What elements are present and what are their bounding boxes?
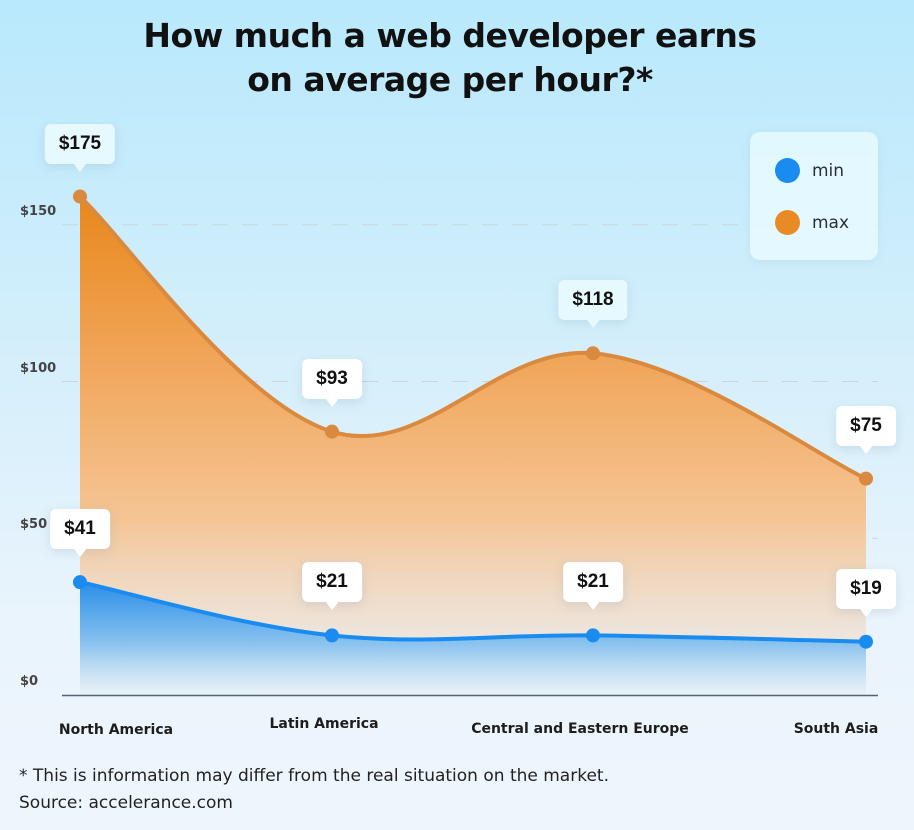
- max-point-2: [586, 346, 600, 361]
- min-value-text-1: $21: [316, 571, 348, 593]
- callout-pointer: [858, 607, 873, 617]
- min-value-label-0: $41: [50, 509, 110, 558]
- x-category-label-3: South Asia: [793, 721, 879, 737]
- max-point-3: [859, 471, 873, 486]
- legend-item-min: min: [775, 158, 844, 183]
- chart-title: How much a web developer earns on averag…: [0, 14, 900, 102]
- max-point-0: [73, 189, 87, 204]
- y-tick-label-100: $100: [20, 360, 57, 376]
- chart-title-line-2: on average per hour?*: [247, 60, 653, 99]
- min-value-text-0: $41: [64, 518, 96, 540]
- callout-pointer: [73, 162, 87, 172]
- min-point-2: [586, 628, 600, 643]
- min-value-label-3: $19: [836, 568, 896, 617]
- max-value-label-3: $75: [836, 405, 896, 454]
- disclaimer-note: * This is information may differ from th…: [19, 766, 609, 786]
- legend-item-max: max: [775, 210, 849, 235]
- legend-swatch-min: [775, 158, 800, 183]
- max-value-label-0: $175: [44, 123, 116, 172]
- max-value-text-1: $93: [316, 367, 348, 389]
- legend-label-max: max: [812, 212, 850, 233]
- callout-pointer: [585, 319, 600, 329]
- min-series-line: [79, 580, 867, 644]
- x-category-label-0: North America: [58, 722, 174, 738]
- y-tick-label-0: $0: [20, 674, 39, 689]
- max-value-text-3: $75: [850, 414, 882, 436]
- callout-pointer: [324, 397, 339, 407]
- x-category-label-1: Latin America: [269, 716, 379, 732]
- min-value-label-2: $21: [563, 562, 623, 611]
- min-value-text-2: $21: [577, 571, 609, 593]
- y-tick-label-50: $50: [20, 517, 48, 533]
- min-point-0: [73, 575, 87, 590]
- legend-label-min: min: [812, 160, 845, 181]
- max-value-label-2: $118: [558, 280, 628, 329]
- legend: min max: [750, 132, 878, 260]
- source-note: Source: accelerance.com: [19, 793, 233, 813]
- chart-title-line-1: How much a web developer earns: [143, 16, 757, 55]
- callout-pointer: [324, 601, 339, 611]
- min-value-text-3: $19: [850, 577, 882, 599]
- callout-pointer: [72, 548, 87, 558]
- legend-swatch-max: [775, 210, 800, 235]
- max-value-text-0: $175: [58, 132, 102, 154]
- max-series-area: [80, 196, 866, 695]
- min-point-3: [859, 634, 873, 649]
- callout-pointer: [858, 444, 873, 454]
- y-tick-label-150: $150: [20, 203, 57, 219]
- max-value-text-2: $118: [572, 289, 614, 311]
- max-point-1: [325, 424, 339, 439]
- x-category-label-2: Central and Eastern Europe: [471, 721, 689, 737]
- max-value-label-1: $93: [302, 358, 362, 407]
- min-value-label-1: $21: [302, 562, 362, 611]
- min-point-1: [325, 628, 339, 643]
- callout-pointer: [585, 601, 600, 611]
- max-series-line: [78, 195, 867, 481]
